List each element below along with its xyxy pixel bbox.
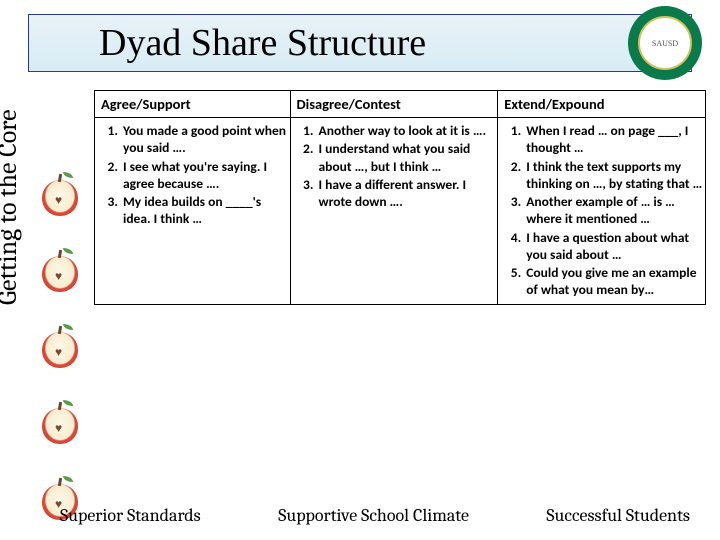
cell-disagree: Another way to look at it is …. I unders… — [290, 118, 498, 305]
header-agree: Agree/Support — [95, 91, 291, 118]
footer-row: Superior Standards Supportive School Cli… — [60, 505, 700, 526]
list-item: Another example of … is … where it menti… — [524, 193, 703, 228]
footer-superior: Superior Standards — [60, 505, 201, 526]
page-title: Dyad Share Structure — [99, 21, 426, 65]
list-item: Another way to look at it is …. — [317, 122, 496, 139]
agree-list: You made a good point when you said …. I… — [101, 122, 288, 228]
list-item: I have a different answer. I wrote down … — [317, 176, 496, 211]
table-body-row: You made a good point when you said …. I… — [95, 118, 706, 305]
sidebar-vertical-label: Getting to the Core — [0, 109, 23, 305]
cell-extend: When I read … on page ___, I thought … I… — [498, 118, 706, 305]
apple-icon: ♥ — [42, 332, 78, 368]
table-header-row: Agree/Support Disagree/Contest Extend/Ex… — [95, 91, 706, 118]
list-item: I think the text supports my thinking on… — [524, 158, 703, 193]
dyad-share-table: Agree/Support Disagree/Contest Extend/Ex… — [94, 90, 706, 305]
header-extend: Extend/Expound — [498, 91, 706, 118]
list-item: I understand what you said about …, but … — [317, 140, 496, 175]
disagree-list: Another way to look at it is …. I unders… — [297, 122, 496, 210]
list-item: Could you give me an example of what you… — [524, 264, 703, 299]
apple-icon: ♥ — [42, 180, 78, 216]
footer-successful: Successful Students — [546, 505, 690, 526]
school-seal-logo: SAUSD — [628, 6, 702, 80]
list-item: You made a good point when you said …. — [121, 122, 288, 157]
list-item: When I read … on page ___, I thought … — [524, 122, 703, 157]
footer-supportive: Supportive School Climate — [278, 505, 469, 526]
apple-icon: ♥ — [42, 256, 78, 292]
seal-text: SAUSD — [638, 16, 692, 70]
apple-icon: ♥ — [42, 408, 78, 444]
header-disagree: Disagree/Contest — [290, 91, 498, 118]
list-item: My idea builds on ____'s idea. I think … — [121, 193, 288, 228]
title-bar: Dyad Share Structure — [28, 14, 692, 72]
list-item: I have a question about what you said ab… — [524, 229, 703, 264]
extend-list: When I read … on page ___, I thought … I… — [504, 122, 703, 299]
cell-agree: You made a good point when you said …. I… — [95, 118, 291, 305]
list-item: I see what you're saying. I agree becaus… — [121, 158, 288, 193]
apple-icons-column: ♥ ♥ ♥ ♥ ♥ — [42, 180, 78, 520]
